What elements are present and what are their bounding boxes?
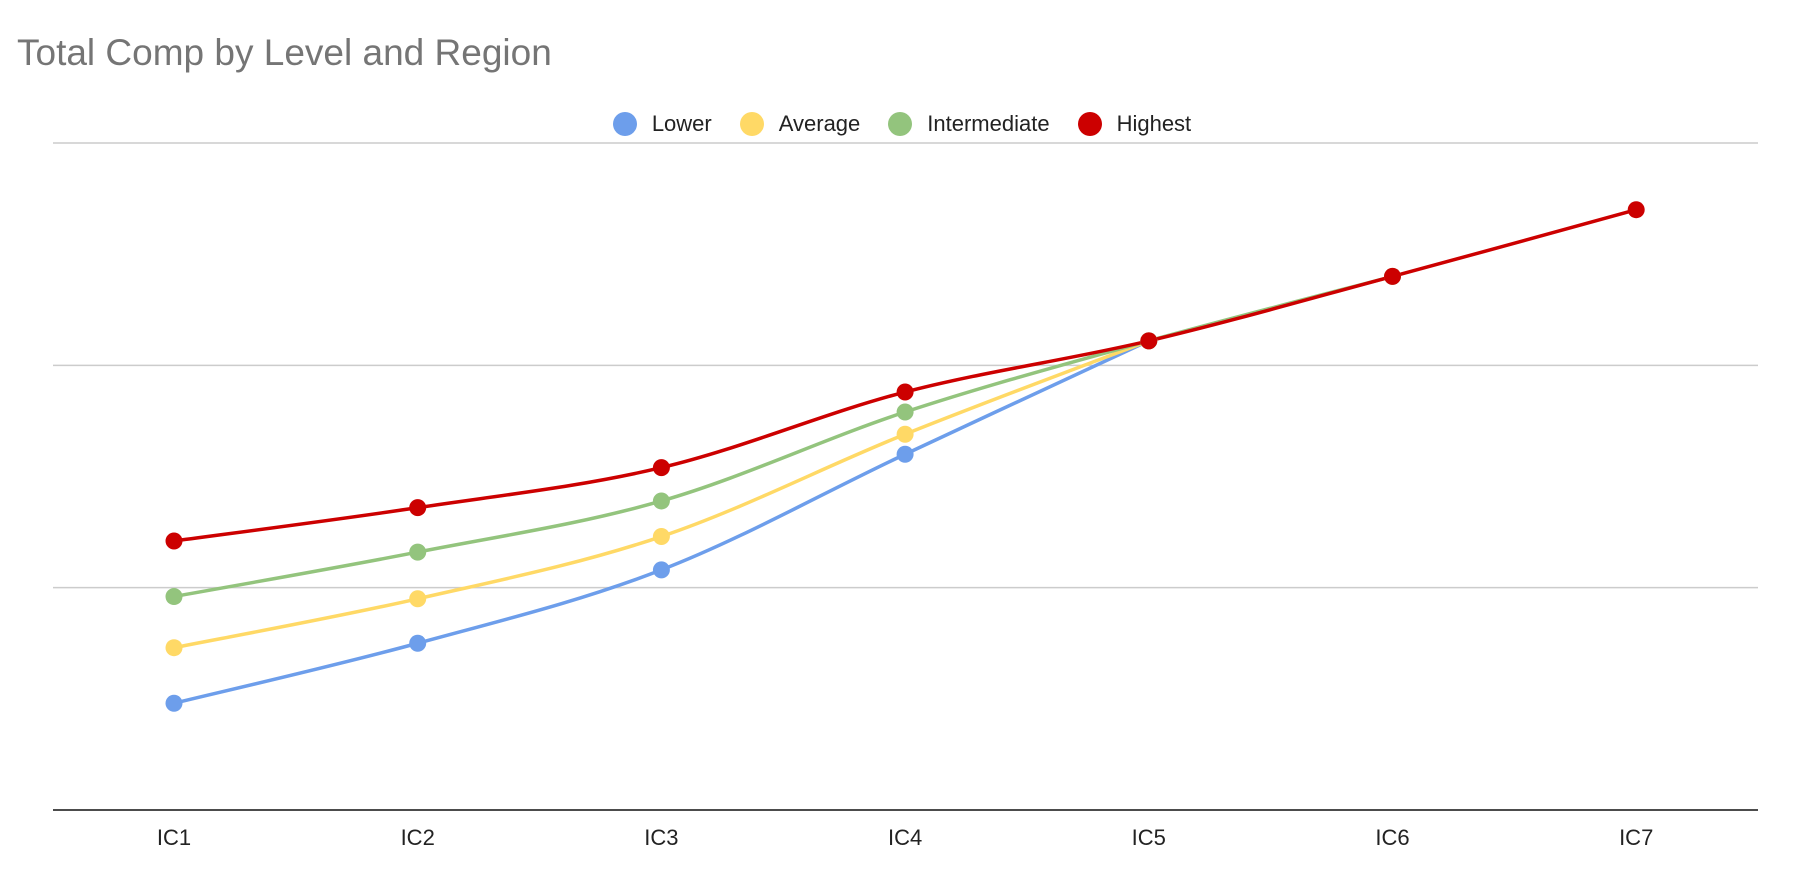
- data-point-highest: [1140, 332, 1158, 350]
- data-point-highest: [896, 383, 914, 401]
- legend: Lower Average Intermediate Highest: [0, 104, 1794, 144]
- data-point-intermediate: [409, 543, 427, 561]
- legend-item-highest: Highest: [1077, 111, 1192, 137]
- x-tick-label: IC6: [1375, 825, 1409, 850]
- x-tick-label: IC2: [401, 825, 435, 850]
- legend-label: Intermediate: [927, 111, 1050, 136]
- data-point-average: [896, 425, 914, 443]
- legend-item-lower: Lower: [612, 111, 712, 137]
- data-point-intermediate: [165, 588, 183, 606]
- legend-label: Average: [778, 111, 861, 136]
- data-point-lower: [652, 561, 670, 579]
- x-tick-label: IC1: [157, 825, 191, 850]
- legend-label: Highest: [1116, 111, 1192, 136]
- legend-swatch: [1077, 112, 1102, 136]
- data-point-highest: [1627, 201, 1645, 219]
- data-point-intermediate: [896, 403, 914, 421]
- data-point-average: [652, 528, 670, 546]
- legend-label: Lower: [651, 111, 712, 136]
- legend-swatch: [612, 112, 637, 136]
- data-point-intermediate: [652, 492, 670, 510]
- data-point-highest: [1384, 267, 1401, 285]
- x-tick-label: IC7: [1619, 825, 1653, 850]
- x-tick-label: IC5: [1132, 825, 1166, 850]
- x-tick-label: IC4: [888, 825, 922, 850]
- legend-swatch: [888, 112, 913, 136]
- x-tick-label: IC3: [644, 825, 678, 850]
- data-point-average: [409, 590, 427, 608]
- data-point-highest: [165, 532, 183, 550]
- data-point-highest: [409, 499, 427, 517]
- data-point-highest: [652, 459, 670, 477]
- data-point-lower: [165, 694, 183, 712]
- legend-swatch: [739, 112, 764, 136]
- data-point-lower: [896, 445, 914, 463]
- data-point-lower: [409, 634, 427, 652]
- series-line-highest: [172, 207, 1638, 543]
- legend-item-average: Average: [739, 111, 861, 137]
- data-point-average: [165, 639, 183, 657]
- legend-item-intermediate: Intermediate: [888, 111, 1050, 137]
- chart-title: Total Comp by Level and Region: [17, 32, 552, 73]
